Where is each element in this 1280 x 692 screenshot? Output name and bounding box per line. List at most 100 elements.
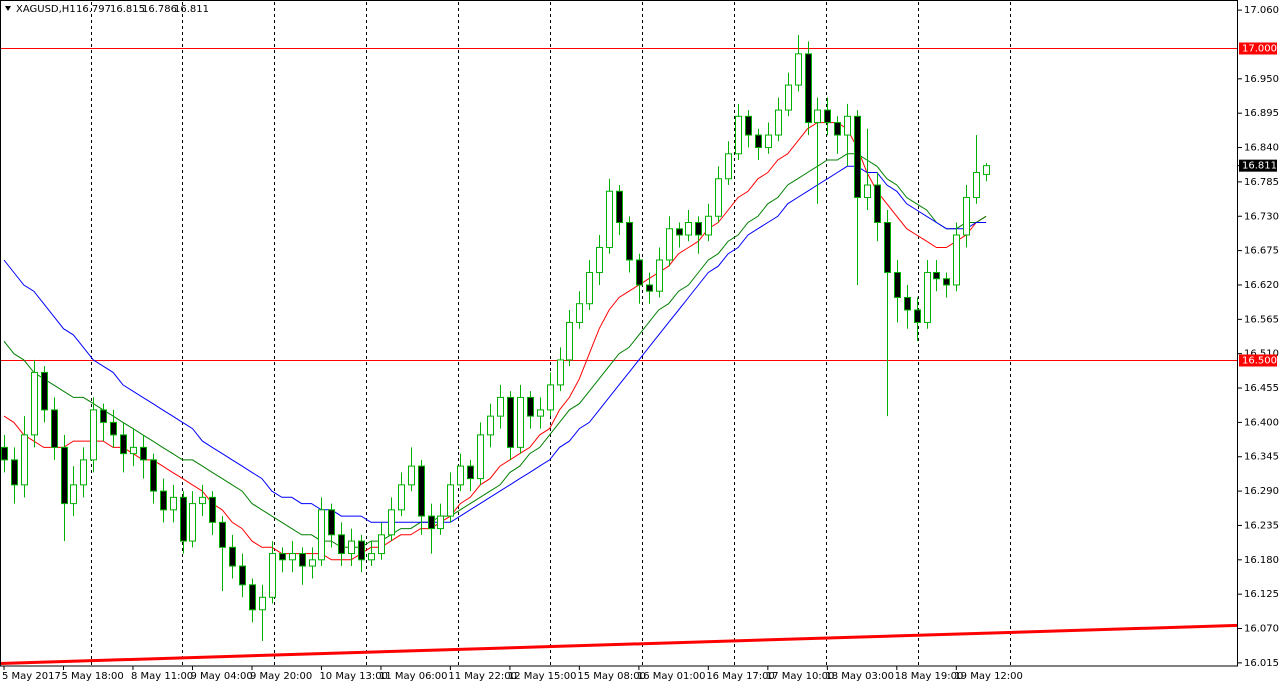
candle-body	[646, 284, 653, 292]
x-tick-label: 19 May 12:00	[954, 671, 1023, 682]
x-tick-label: 12 May 15:00	[508, 671, 577, 682]
candle-body	[487, 415, 494, 436]
symbol-icon	[5, 6, 11, 11]
header-high: 16.815	[110, 4, 145, 15]
candle-body	[239, 565, 246, 586]
candle-body	[150, 459, 157, 492]
candle-body	[408, 465, 415, 486]
candle-body	[755, 134, 762, 149]
candle-body	[61, 446, 68, 505]
candle-body	[11, 459, 18, 486]
candle-body	[874, 184, 881, 224]
candle-body	[31, 371, 38, 436]
candle-body	[229, 546, 236, 567]
header-close: 16.811	[174, 4, 209, 15]
candle-body	[933, 271, 940, 280]
candle-body	[735, 115, 742, 155]
candle-body	[249, 584, 256, 611]
period-separators	[91, 2, 1011, 666]
y-tick-label: 17.060	[1244, 5, 1279, 16]
candle-body	[328, 509, 335, 536]
candle-body	[715, 178, 722, 217]
candle-body	[953, 234, 960, 286]
candle-body	[547, 384, 554, 411]
candle-body	[805, 53, 812, 124]
candle-body	[814, 109, 821, 124]
y-tick-label: 16.785	[1244, 177, 1279, 188]
candle-body	[21, 434, 28, 486]
candle-body	[338, 534, 345, 555]
candle-body	[507, 396, 514, 448]
candle-body	[636, 259, 643, 286]
last-price-label: 16.811	[1242, 161, 1277, 172]
x-tick-label: 18 May 19:00	[895, 671, 964, 682]
candle-body	[775, 109, 782, 136]
x-tick-label: 15 May 08:00	[577, 671, 646, 682]
level-label-box	[1239, 42, 1277, 55]
candle-body	[437, 515, 444, 530]
level-label: 16.500	[1242, 356, 1277, 367]
x-tick-label: 5 May 2017	[2, 671, 61, 682]
candle-body	[199, 496, 206, 505]
y-tick-label: 16.125	[1244, 589, 1279, 600]
candle-body	[1, 446, 8, 461]
level-label-box	[1239, 354, 1277, 367]
candle-body	[557, 359, 564, 386]
last-price-box	[1239, 159, 1277, 172]
candle-body	[894, 271, 901, 298]
level-label: 17.000	[1242, 44, 1277, 55]
candle-body	[51, 409, 58, 448]
candle-body	[864, 184, 871, 199]
chart-title: XAGUSD,H1	[16, 4, 76, 15]
candle-body	[576, 303, 583, 323]
candle-body	[447, 484, 454, 517]
y-tick-label: 16.510	[1244, 349, 1279, 360]
candle-body	[299, 553, 306, 567]
candle-body	[983, 165, 990, 175]
y-tick-label: 16.070	[1244, 624, 1279, 635]
candle-body	[120, 434, 127, 455]
candle-body	[259, 596, 266, 611]
candle-body	[566, 321, 573, 361]
x-tick-label: 5 May 18:00	[62, 671, 124, 682]
candle-body	[170, 496, 177, 511]
candle-body	[884, 222, 891, 273]
y-tick-label: 16.730	[1244, 211, 1279, 222]
candle-body	[130, 446, 137, 455]
plot-border	[0, 0, 1238, 667]
candle-body	[70, 484, 77, 505]
candle-body	[656, 259, 663, 292]
candle-body	[378, 534, 385, 555]
y-tick-label: 16.620	[1244, 280, 1279, 291]
candle-body	[309, 559, 316, 567]
candle-body	[428, 515, 435, 530]
x-tick-label: 11 May 06:00	[379, 671, 448, 682]
candle-body	[110, 421, 117, 436]
candle-body	[368, 553, 375, 561]
candle-body	[685, 222, 692, 236]
candle-body	[219, 521, 226, 548]
x-tick-label: 11 May 22:00	[448, 671, 517, 682]
x-tick-label: 9 May 04:00	[190, 671, 252, 682]
candle-body	[398, 484, 405, 511]
candle-body	[943, 278, 950, 286]
candle-body	[626, 222, 633, 261]
candle-body	[527, 396, 534, 417]
candle-body	[269, 553, 276, 598]
candle-body	[537, 409, 544, 417]
candle-body	[140, 446, 147, 461]
candle-body	[477, 434, 484, 480]
x-tick-label: 17 May 10:00	[766, 671, 835, 682]
moving-average	[3, 153, 987, 548]
candle-body	[705, 215, 712, 236]
y-tick-label: 16.950	[1244, 74, 1279, 85]
y-tick-label: 16.840	[1244, 143, 1279, 154]
candle-body	[834, 122, 841, 136]
y-tick-label: 16.235	[1244, 520, 1279, 531]
candle-body	[616, 190, 623, 224]
y-tick-label: 16.400	[1244, 417, 1279, 428]
candle-body	[517, 396, 524, 448]
candle-body	[180, 496, 187, 542]
